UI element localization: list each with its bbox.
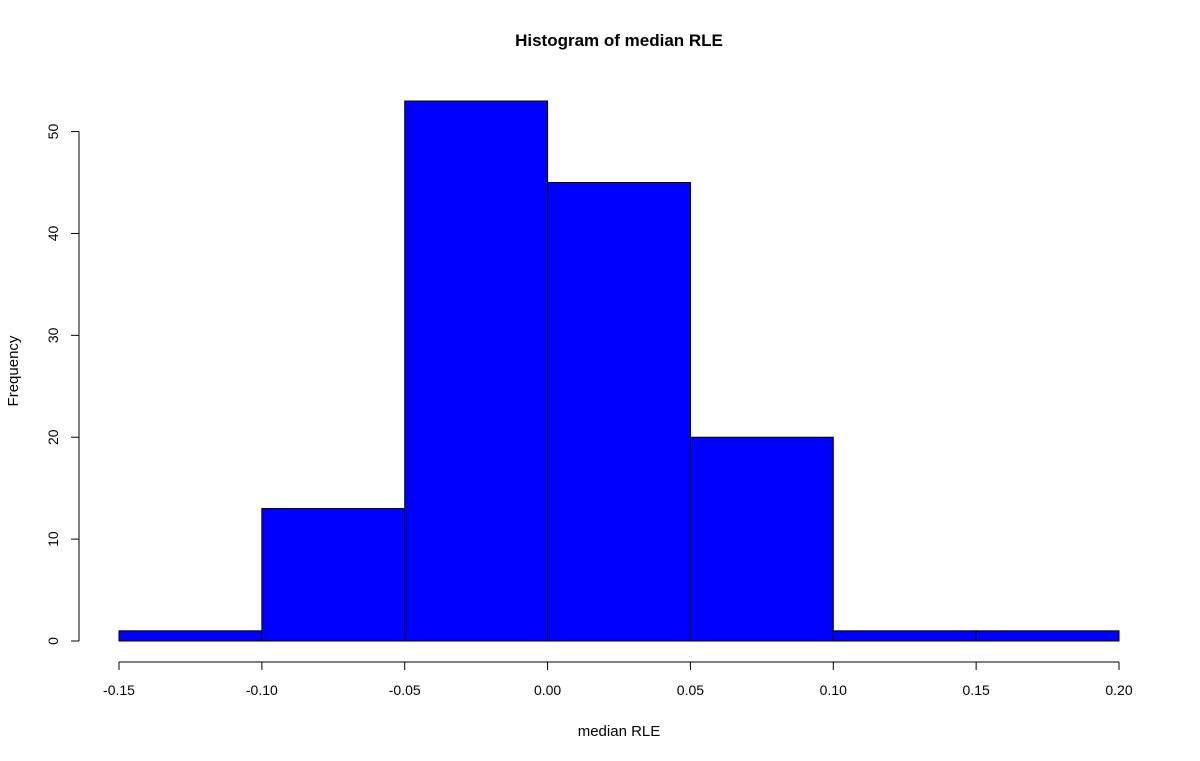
x-tick-label: 0.00 — [534, 682, 561, 698]
x-tick-label: 0.15 — [963, 682, 990, 698]
x-tick-label: 0.10 — [820, 682, 847, 698]
histogram-bar — [118, 630, 263, 642]
histogram-bar — [261, 508, 406, 642]
x-tick-label: 0.20 — [1105, 682, 1132, 698]
x-tick-label: 0.05 — [677, 682, 704, 698]
bars-group — [118, 100, 1120, 642]
y-axis: 0 10 20 30 40 50 — [45, 124, 80, 645]
x-tick-label: -0.15 — [103, 682, 135, 698]
histogram-bar — [832, 630, 977, 642]
y-tick-label: 30 — [45, 327, 61, 343]
x-axis: -0.15 -0.10 -0.05 0.00 0.05 0.10 0.15 0.20 — [103, 661, 1133, 698]
histogram-bar — [404, 100, 549, 642]
y-tick-label: 50 — [45, 124, 61, 140]
histogram-bar — [975, 630, 1120, 642]
y-tick-label: 40 — [45, 225, 61, 241]
y-tick-label: 20 — [45, 429, 61, 445]
x-tick-label: -0.05 — [389, 682, 421, 698]
histogram-bar — [547, 182, 691, 642]
y-tick-label: 10 — [45, 531, 61, 547]
histogram-bar — [689, 436, 834, 642]
x-tick-label: -0.10 — [246, 682, 278, 698]
y-tick-label: 0 — [45, 637, 61, 645]
x-axis-label: median RLE — [578, 723, 661, 740]
chart-title: Histogram of median RLE — [515, 31, 723, 50]
y-axis-label: Frequency — [5, 335, 22, 406]
